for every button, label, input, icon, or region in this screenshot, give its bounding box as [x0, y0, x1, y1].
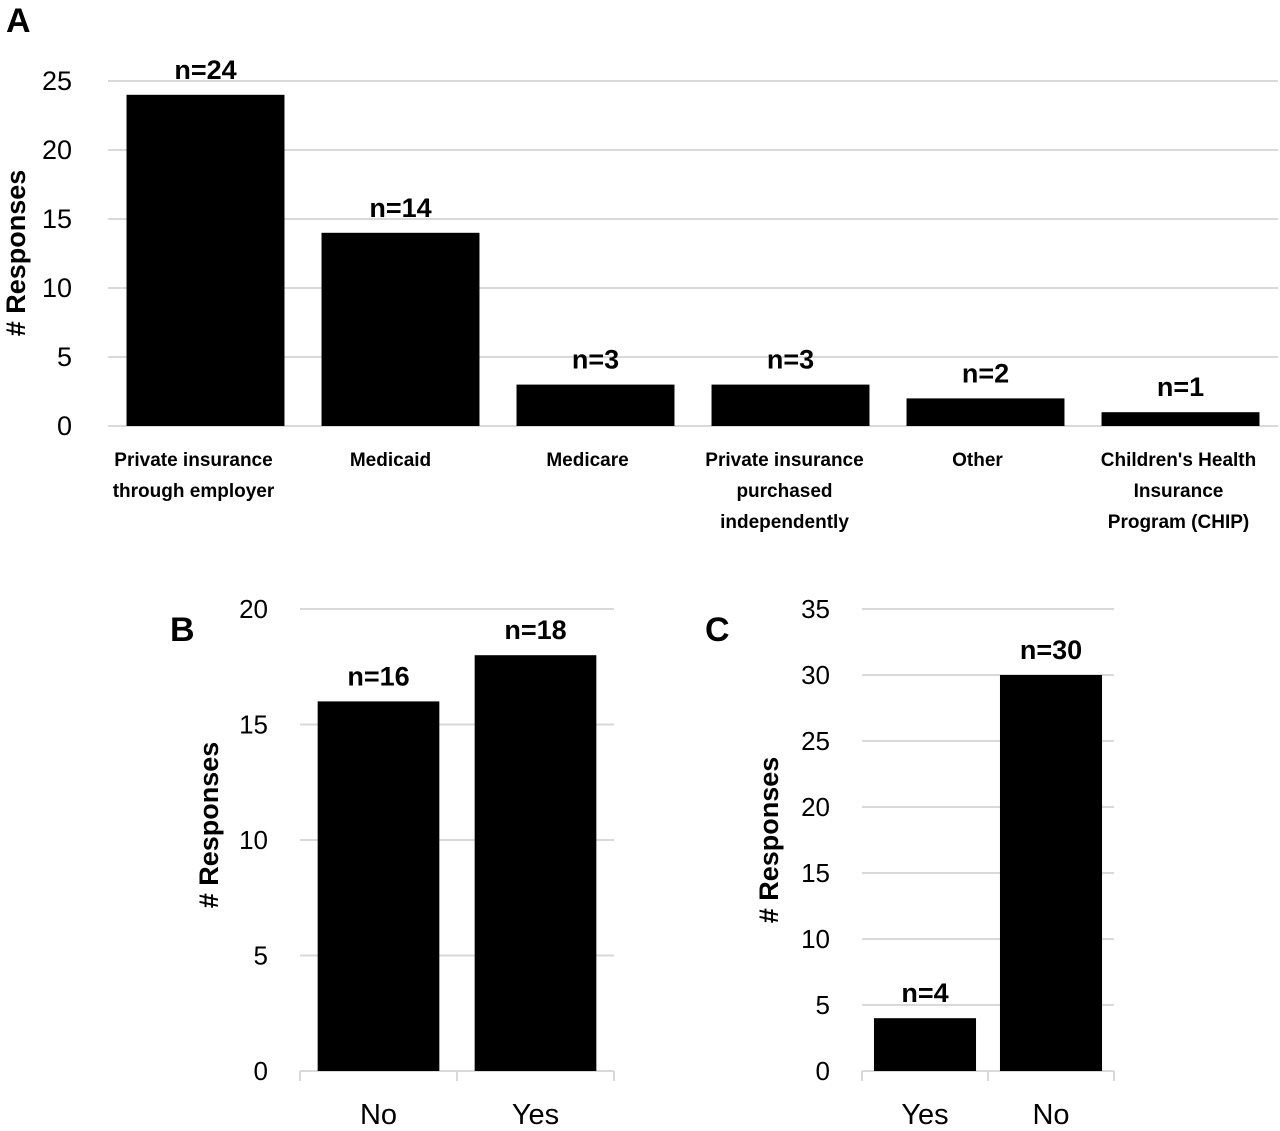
bar	[321, 232, 480, 426]
x-tick-label: No	[1032, 1099, 1069, 1131]
y-tick-label: 15	[801, 858, 830, 888]
x-tick-label-line: Yes	[901, 1099, 948, 1131]
x-tick-label-line: Other	[952, 450, 1003, 471]
x-tick-label: Children's Health Insurance Program (CHIP)	[1101, 450, 1257, 533]
data-label: n=1	[1157, 372, 1204, 402]
y-tick-label: 20	[42, 135, 72, 165]
y-axis-label: # Responses	[1, 170, 31, 337]
x-tick-label-line: Program (CHIP)	[1108, 512, 1249, 533]
y-tick-label: 15	[42, 204, 72, 234]
y-tick-label: 5	[57, 342, 72, 372]
x-tick-label-line: purchased	[736, 481, 832, 502]
x-tick-label: Medicare	[546, 450, 628, 471]
chart-panel-c: C 0 5 10 15 20 25 30 35 # Responses n=4 Yes n=30 No	[705, 594, 1115, 1131]
data-label: n=18	[504, 615, 566, 645]
y-axis-label: # Responses	[754, 757, 784, 924]
y-tick-label: 10	[239, 825, 268, 855]
y-tick-label: 0	[254, 1056, 268, 1086]
data-label: n=24	[174, 55, 236, 85]
data-label: n=2	[962, 358, 1009, 388]
x-tick-label-line: Yes	[512, 1099, 559, 1131]
x-tick-label-line: Medicare	[546, 450, 628, 471]
data-label: n=3	[767, 345, 814, 375]
x-tick-label: Other	[952, 450, 1003, 471]
x-tick-label: Private insurance purchased independently	[705, 450, 863, 533]
y-tick-label: 20	[239, 594, 268, 624]
y-tick-label: 25	[42, 66, 72, 96]
y-tick-label: 5	[816, 990, 830, 1020]
y-tick-label: 0	[816, 1056, 830, 1086]
bar	[126, 94, 285, 427]
x-tick-label-line: Children's Health	[1101, 450, 1257, 471]
y-tick-label: 10	[801, 924, 830, 954]
x-tick-label: Medicaid	[350, 450, 431, 471]
y-tick-label: 25	[801, 726, 830, 756]
bar	[906, 398, 1065, 426]
y-tick-label: 35	[801, 594, 830, 624]
panel-letter: C	[705, 611, 730, 649]
y-axis-label: # Responses	[194, 742, 224, 909]
x-tick-label: Yes	[512, 1099, 559, 1131]
bar	[474, 655, 597, 1071]
x-tick-label-line: Private insurance	[705, 450, 863, 471]
x-tick-label: Private insurance through employer	[113, 450, 275, 502]
x-tick-label-line: No	[360, 1099, 397, 1131]
chart-panel-b: B 0 5 10 15 20 # Responses n=16 No n=18 Yes	[170, 594, 615, 1131]
x-tick-label-line: Private insurance	[114, 450, 272, 471]
bar	[1101, 412, 1260, 426]
panel-letter: B	[170, 611, 195, 649]
data-label: n=14	[369, 193, 431, 223]
bar	[873, 1018, 977, 1071]
data-label: n=16	[347, 661, 409, 691]
panel-letter: A	[6, 2, 31, 40]
bar	[516, 384, 675, 426]
data-label: n=3	[572, 345, 619, 375]
x-tick-label-line: Medicaid	[350, 450, 431, 471]
bar	[999, 675, 1103, 1071]
x-tick-label-line: independently	[720, 512, 849, 533]
bar	[711, 384, 870, 426]
bar	[317, 701, 440, 1071]
x-tick-label-line: Insurance	[1134, 481, 1224, 502]
y-tick-label: 15	[239, 710, 268, 740]
y-tick-label: 20	[801, 792, 830, 822]
chart-panel-a: A 0 5 10 15 20 25 # Responses n=24 Private insura…	[1, 2, 1278, 533]
x-tick-label: No	[360, 1099, 397, 1131]
data-label: n=30	[1020, 635, 1082, 665]
x-tick-label-line: No	[1032, 1099, 1069, 1131]
x-tick-label: Yes	[901, 1099, 948, 1131]
y-tick-label: 30	[801, 660, 830, 690]
y-tick-label: 0	[57, 411, 72, 441]
data-label: n=4	[901, 978, 948, 1008]
x-tick-label-line: through employer	[113, 481, 275, 502]
y-tick-label: 10	[42, 273, 72, 303]
y-tick-label: 5	[254, 941, 268, 971]
